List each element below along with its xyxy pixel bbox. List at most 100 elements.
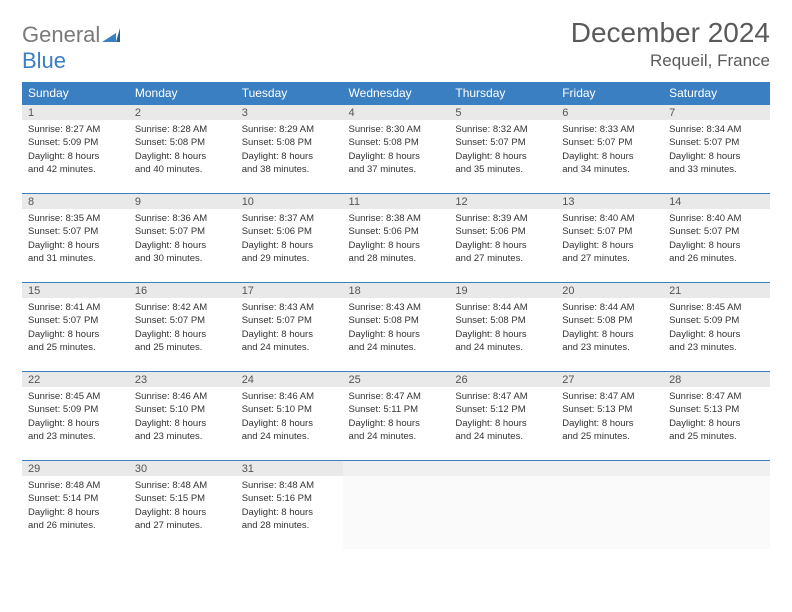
calendar-cell: 22Sunrise: 8:45 AMSunset: 5:09 PMDayligh… xyxy=(22,371,129,460)
day-number: 20 xyxy=(556,282,663,298)
calendar-cell: 13Sunrise: 8:40 AMSunset: 5:07 PMDayligh… xyxy=(556,193,663,282)
day-line: and 24 minutes. xyxy=(242,341,337,354)
day-line: Sunrise: 8:32 AM xyxy=(455,123,550,136)
day-line: Sunset: 5:09 PM xyxy=(28,403,123,416)
day-number: 10 xyxy=(236,193,343,209)
day-line: Sunrise: 8:45 AM xyxy=(669,301,764,314)
day-line: Sunset: 5:06 PM xyxy=(349,225,444,238)
day-line: Sunrise: 8:34 AM xyxy=(669,123,764,136)
day-line: Daylight: 8 hours xyxy=(242,328,337,341)
day-number: 31 xyxy=(236,460,343,476)
day-line: and 25 minutes. xyxy=(135,341,230,354)
day-line: Daylight: 8 hours xyxy=(28,328,123,341)
day-line: and 30 minutes. xyxy=(135,252,230,265)
day-body: Sunrise: 8:47 AMSunset: 5:13 PMDaylight:… xyxy=(556,387,663,445)
day-line: and 37 minutes. xyxy=(349,163,444,176)
day-number: 14 xyxy=(663,193,770,209)
day-number: 5 xyxy=(449,104,556,120)
day-line: and 26 minutes. xyxy=(28,519,123,532)
day-line: Daylight: 8 hours xyxy=(562,239,657,252)
day-line: Daylight: 8 hours xyxy=(28,417,123,430)
day-line: Sunset: 5:07 PM xyxy=(135,314,230,327)
day-line: and 40 minutes. xyxy=(135,163,230,176)
day-line: and 38 minutes. xyxy=(242,163,337,176)
calendar-cell: 21Sunrise: 8:45 AMSunset: 5:09 PMDayligh… xyxy=(663,282,770,371)
day-line: Sunset: 5:07 PM xyxy=(242,314,337,327)
day-line: Daylight: 8 hours xyxy=(349,417,444,430)
day-line: Sunrise: 8:48 AM xyxy=(28,479,123,492)
day-line: Sunrise: 8:48 AM xyxy=(135,479,230,492)
day-line: Daylight: 8 hours xyxy=(28,239,123,252)
calendar-cell xyxy=(449,460,556,549)
day-line: Daylight: 8 hours xyxy=(349,150,444,163)
day-body: Sunrise: 8:33 AMSunset: 5:07 PMDaylight:… xyxy=(556,120,663,178)
day-line: Sunrise: 8:44 AM xyxy=(455,301,550,314)
calendar-cell: 1Sunrise: 8:27 AMSunset: 5:09 PMDaylight… xyxy=(22,104,129,193)
day-line: Sunrise: 8:36 AM xyxy=(135,212,230,225)
day-line: Sunset: 5:14 PM xyxy=(28,492,123,505)
calendar-cell: 10Sunrise: 8:37 AMSunset: 5:06 PMDayligh… xyxy=(236,193,343,282)
day-number: 7 xyxy=(663,104,770,120)
day-line: Sunset: 5:07 PM xyxy=(562,225,657,238)
day-line: Sunset: 5:16 PM xyxy=(242,492,337,505)
day-body: Sunrise: 8:48 AMSunset: 5:15 PMDaylight:… xyxy=(129,476,236,534)
logo-mark-icon xyxy=(102,22,120,48)
day-line: and 24 minutes. xyxy=(349,341,444,354)
day-body: Sunrise: 8:45 AMSunset: 5:09 PMDaylight:… xyxy=(663,298,770,356)
location-text: Requeil, France xyxy=(571,51,770,71)
day-number: 2 xyxy=(129,104,236,120)
day-body: Sunrise: 8:44 AMSunset: 5:08 PMDaylight:… xyxy=(556,298,663,356)
calendar-cell: 16Sunrise: 8:42 AMSunset: 5:07 PMDayligh… xyxy=(129,282,236,371)
calendar-cell: 18Sunrise: 8:43 AMSunset: 5:08 PMDayligh… xyxy=(343,282,450,371)
day-line: Sunset: 5:06 PM xyxy=(242,225,337,238)
day-body: Sunrise: 8:45 AMSunset: 5:09 PMDaylight:… xyxy=(22,387,129,445)
day-body: Sunrise: 8:41 AMSunset: 5:07 PMDaylight:… xyxy=(22,298,129,356)
day-line: Sunrise: 8:35 AM xyxy=(28,212,123,225)
day-line: and 27 minutes. xyxy=(135,519,230,532)
calendar-cell: 9Sunrise: 8:36 AMSunset: 5:07 PMDaylight… xyxy=(129,193,236,282)
day-line: Sunset: 5:11 PM xyxy=(349,403,444,416)
day-body: Sunrise: 8:42 AMSunset: 5:07 PMDaylight:… xyxy=(129,298,236,356)
logo: GeneralBlue xyxy=(22,22,120,74)
calendar-cell: 17Sunrise: 8:43 AMSunset: 5:07 PMDayligh… xyxy=(236,282,343,371)
day-line: Sunrise: 8:44 AM xyxy=(562,301,657,314)
day-line: and 24 minutes. xyxy=(349,430,444,443)
day-body: Sunrise: 8:44 AMSunset: 5:08 PMDaylight:… xyxy=(449,298,556,356)
day-line: Daylight: 8 hours xyxy=(242,417,337,430)
day-line: Daylight: 8 hours xyxy=(135,328,230,341)
day-line: Sunset: 5:08 PM xyxy=(349,136,444,149)
day-line: Daylight: 8 hours xyxy=(135,239,230,252)
day-number: 18 xyxy=(343,282,450,298)
day-header: Tuesday xyxy=(236,82,343,104)
day-line: Sunrise: 8:40 AM xyxy=(562,212,657,225)
day-number: 6 xyxy=(556,104,663,120)
day-line: Sunset: 5:15 PM xyxy=(135,492,230,505)
day-header: Saturday xyxy=(663,82,770,104)
day-number: 19 xyxy=(449,282,556,298)
day-line: and 25 minutes. xyxy=(562,430,657,443)
calendar-cell: 3Sunrise: 8:29 AMSunset: 5:08 PMDaylight… xyxy=(236,104,343,193)
day-body: Sunrise: 8:35 AMSunset: 5:07 PMDaylight:… xyxy=(22,209,129,267)
page: GeneralBlue December 2024 Requeil, Franc… xyxy=(0,0,792,549)
day-line: Daylight: 8 hours xyxy=(135,150,230,163)
day-line: Sunset: 5:08 PM xyxy=(349,314,444,327)
day-body: Sunrise: 8:36 AMSunset: 5:07 PMDaylight:… xyxy=(129,209,236,267)
day-number: 23 xyxy=(129,371,236,387)
day-number: 26 xyxy=(449,371,556,387)
logo-general-text: General xyxy=(22,22,100,47)
logo-blue-text: Blue xyxy=(22,48,66,73)
day-line: Sunrise: 8:30 AM xyxy=(349,123,444,136)
day-header: Sunday xyxy=(22,82,129,104)
day-body: Sunrise: 8:48 AMSunset: 5:14 PMDaylight:… xyxy=(22,476,129,534)
calendar-cell: 26Sunrise: 8:47 AMSunset: 5:12 PMDayligh… xyxy=(449,371,556,460)
calendar-cell: 5Sunrise: 8:32 AMSunset: 5:07 PMDaylight… xyxy=(449,104,556,193)
day-line: Sunrise: 8:47 AM xyxy=(669,390,764,403)
calendar-cell xyxy=(556,460,663,549)
day-line: and 26 minutes. xyxy=(669,252,764,265)
day-body: Sunrise: 8:28 AMSunset: 5:08 PMDaylight:… xyxy=(129,120,236,178)
day-line: Daylight: 8 hours xyxy=(669,239,764,252)
day-body: Sunrise: 8:27 AMSunset: 5:09 PMDaylight:… xyxy=(22,120,129,178)
day-line: Sunset: 5:08 PM xyxy=(242,136,337,149)
day-body: Sunrise: 8:34 AMSunset: 5:07 PMDaylight:… xyxy=(663,120,770,178)
day-body: Sunrise: 8:47 AMSunset: 5:13 PMDaylight:… xyxy=(663,387,770,445)
